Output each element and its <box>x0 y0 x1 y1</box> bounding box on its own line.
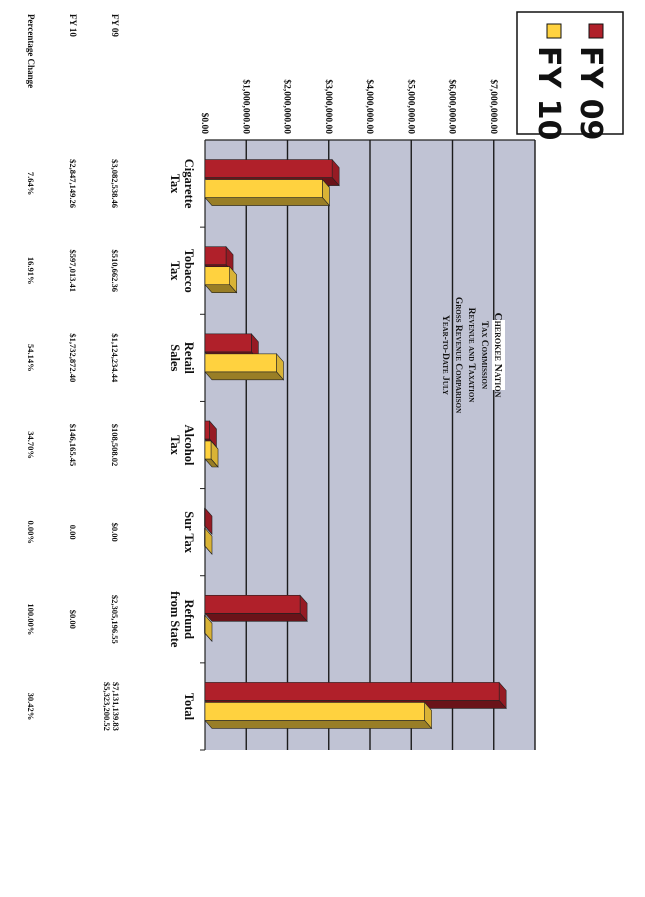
table-cell: $0.00 <box>110 523 120 542</box>
legend-label: FY 10 <box>531 46 566 140</box>
bar-fy10 <box>204 440 219 468</box>
bar-front <box>204 527 206 547</box>
bar-front <box>204 159 333 178</box>
table-cell: $2,847,149.26 <box>68 159 78 208</box>
y-tick-label: $7,000,000.00 <box>488 79 499 134</box>
bar-fy10 <box>204 701 433 730</box>
table-cell: $3,082,538.46 <box>110 159 120 208</box>
table-row-label: Percentage Change <box>26 14 36 88</box>
bar-front <box>204 594 301 614</box>
table-cell: $5,323,200.52 <box>102 682 112 731</box>
table-cell: $2,305,196.55 <box>110 595 120 644</box>
bar-fy09 <box>204 594 308 623</box>
chart-rotated-group: $0.00 $1,000,000.00 $2,000,000.00 $3,000,00… <box>26 11 624 751</box>
bar-front <box>204 333 252 353</box>
x-tick-label: Sur Tax <box>182 511 196 554</box>
legend-swatch <box>588 23 604 39</box>
x-tick-label: from State <box>168 591 182 648</box>
table-cell: $1,124,234.44 <box>110 333 120 383</box>
bar-front <box>204 682 500 701</box>
x-tick-label: Total <box>182 693 196 721</box>
chart-subtitle: Tax Commission <box>479 321 489 389</box>
bar-side <box>204 612 308 622</box>
bar-front <box>204 507 206 527</box>
table-cell: 0.00 <box>68 525 78 540</box>
x-tick-label: Tax <box>168 261 182 281</box>
x-tick-label: Alcohol <box>182 425 196 467</box>
bar-front <box>204 179 323 198</box>
bar-fy10 <box>204 353 285 381</box>
table-cell: 16.91% <box>26 257 36 285</box>
table-cell: $1,732,872.40 <box>68 333 78 382</box>
table-cell: $0.00 <box>68 610 78 629</box>
table-cell: $146,165.45 <box>68 424 78 467</box>
bar-front <box>204 246 227 266</box>
table-cell: 100.00% <box>26 603 36 635</box>
chart-subtitle: Revenue and Taxation <box>466 308 476 403</box>
bar-fy10 <box>204 527 213 555</box>
y-tick-label: $5,000,000.00 <box>405 79 416 134</box>
y-tick-label: $6,000,000.00 <box>447 79 458 134</box>
chart-subtitle: Gross Revenue Comparison <box>453 297 463 413</box>
x-tick-label: Tobacco <box>182 249 196 293</box>
bar-front <box>204 614 206 634</box>
bar-front <box>204 702 425 721</box>
table-row-label: FY 09 <box>110 14 120 37</box>
bar-side <box>204 197 331 206</box>
table-cell: 7.64% <box>26 172 36 195</box>
x-tick-label: Sales <box>168 344 182 371</box>
bar-side <box>204 525 213 535</box>
bar-side <box>204 371 285 381</box>
x-tick-label: Tax <box>168 174 182 194</box>
bar-side <box>204 633 213 642</box>
bar-front <box>204 440 212 460</box>
y-tick-label: $3,000,000.00 <box>323 79 334 134</box>
y-tick-label: $0.00 <box>199 113 210 135</box>
table-cell: $597,013.41 <box>68 249 78 292</box>
table-cell: $7,131,139.83 <box>111 682 121 731</box>
table-cell: $108,508.02 <box>110 424 120 467</box>
x-tick-label: Tax <box>168 435 182 455</box>
y-tick-label: $2,000,000.00 <box>282 79 293 134</box>
bar-fy09 <box>204 507 213 535</box>
table-cell: $510,662.36 <box>110 249 120 292</box>
x-tick-label: Cigarette <box>182 159 196 209</box>
y-tick-label: $4,000,000.00 <box>364 79 375 134</box>
chart-title: Cherokee Nation <box>492 313 504 398</box>
table-cell: 30.42% <box>26 693 36 721</box>
x-tick-label: Retail <box>182 342 196 374</box>
table-row-label: FY 10 <box>68 14 78 37</box>
chart-subtitle: Year-to-Date July <box>440 315 450 395</box>
bar-fy10 <box>204 178 331 207</box>
bar-side <box>204 720 433 729</box>
legend-swatch <box>546 23 562 39</box>
title-box <box>492 320 505 390</box>
bar-front <box>204 420 210 440</box>
table-cell: 0.00% <box>26 520 36 543</box>
x-tick-label: Refund <box>182 599 196 639</box>
bar-front <box>204 266 230 286</box>
bar-side <box>204 545 213 555</box>
bar-front <box>204 353 277 373</box>
bar-fy10 <box>204 265 238 294</box>
legend-box <box>516 11 624 135</box>
legend-label: FY 09 <box>573 46 608 140</box>
bar-fy10 <box>204 614 213 643</box>
y-tick-label: $1,000,000.00 <box>240 79 251 134</box>
table-cell: 34.70% <box>26 431 36 459</box>
table-cell: 54.14% <box>26 344 36 372</box>
